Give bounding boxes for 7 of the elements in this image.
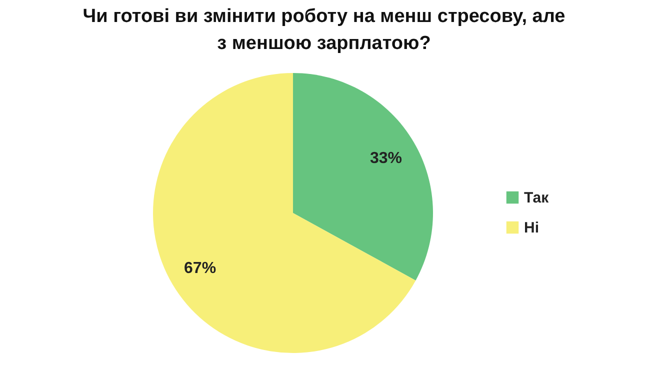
data-label: 67%	[184, 260, 216, 277]
pie-slice	[153, 73, 416, 353]
legend-label: Ні	[524, 220, 539, 236]
data-label: 33%	[370, 150, 402, 168]
chart-title: Чи готові ви змінити роботу на менш стресову, але з меншою зарплатою?	[82, 6, 566, 54]
legend-label: Так	[524, 190, 550, 206]
pie-slice	[293, 73, 433, 280]
